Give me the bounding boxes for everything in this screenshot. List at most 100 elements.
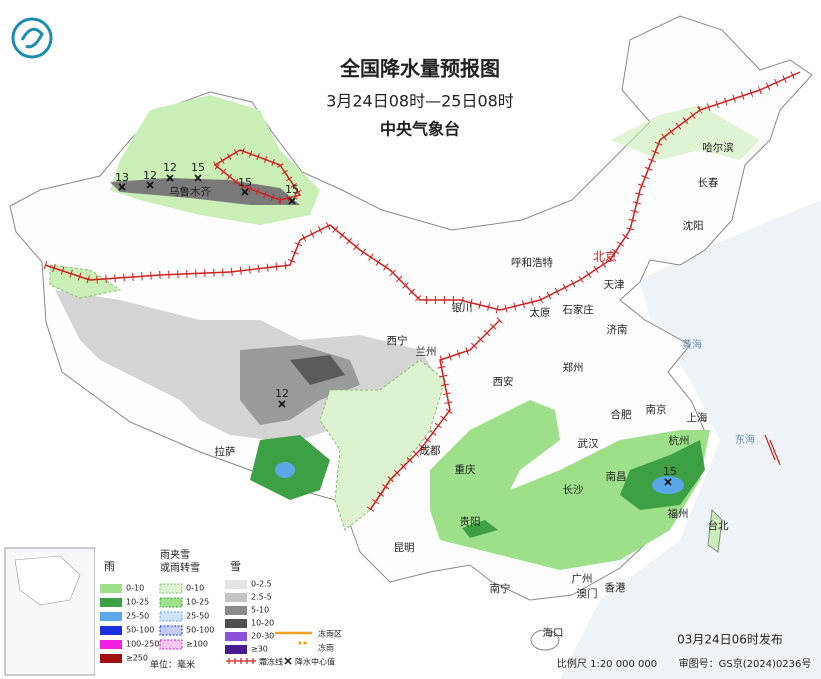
city: 重庆: [455, 463, 476, 476]
city: 福州: [668, 507, 689, 520]
city: 澳门: [577, 587, 598, 600]
legend-sleet: 0-10 10-25 25-50 50-100 ≥100: [159, 583, 214, 650]
city: 台北: [708, 519, 729, 532]
city: 兰州: [416, 345, 437, 358]
sea-label: 黄海: [682, 338, 702, 351]
city: 北京: [593, 250, 617, 264]
legend-label: 冻雨: [318, 643, 334, 653]
center-value: 12: [163, 161, 177, 174]
city: 南宁: [490, 582, 511, 595]
city: 上海: [687, 411, 708, 424]
snow-heavy: [290, 355, 345, 385]
approval-number: 审图号：GS京(2024)0236号: [679, 657, 812, 670]
legend-label: ≥100: [186, 640, 208, 649]
city: 济南: [607, 323, 628, 336]
legend-label: 100-250: [126, 640, 159, 649]
city: 沈阳: [683, 219, 704, 232]
center-value: 15: [191, 161, 205, 174]
city: 郑州: [563, 361, 584, 374]
legend-title: 雨: [104, 560, 115, 573]
legend-title: 或雨转雪: [160, 561, 200, 574]
city: 拉萨: [215, 445, 236, 458]
inset-land: [14, 555, 81, 606]
precip-centers: 13 12 12 15 15 15 12 15: [115, 161, 677, 486]
legend: [95, 548, 350, 675]
logo-mark: [20, 27, 44, 49]
city: 成都: [420, 445, 441, 457]
legend-label: 冻雨区: [318, 629, 342, 639]
legend-rain: 0-10 10-25 25-50 50-100 100-250 ≥250: [100, 584, 159, 663]
snow-xj: [110, 178, 300, 205]
legend-label: 2.5-5: [251, 593, 272, 602]
legend-label: 0-10: [186, 584, 204, 593]
city: 香港: [605, 582, 626, 594]
rain-heavy-jiangxi: [652, 476, 684, 494]
center-value: 12: [275, 387, 289, 400]
center-value: 12: [143, 169, 157, 182]
rain-light-ne: [610, 105, 760, 160]
center-value: 15: [238, 176, 252, 189]
rain-heavy-tibet: [275, 462, 295, 478]
city-labels: 哈尔滨 长春 沈阳 北京 天津 呼和浩特 石家庄 太原 济南 银川 西宁 兰州 …: [169, 141, 755, 639]
legend-label: 25-50: [126, 612, 149, 621]
city: 太原: [530, 306, 551, 319]
city: 昆明: [394, 542, 415, 554]
city: 合肥: [611, 408, 632, 421]
frost-lines: [43, 68, 802, 513]
center-value: 13: [115, 171, 129, 184]
city: 南昌: [606, 470, 627, 483]
legend-label: 50-100: [126, 626, 154, 635]
issuer: 中央气象台: [380, 120, 460, 139]
issued-time: 03月24日06时发布: [677, 632, 783, 647]
city: 杭州: [669, 434, 690, 447]
legend-label: 50-100: [186, 626, 214, 635]
center-value: 15: [663, 465, 677, 478]
legend-label: ≥30: [251, 645, 268, 654]
city: 广州: [572, 573, 593, 585]
city: 长沙: [563, 484, 584, 496]
city: 长春: [698, 177, 719, 189]
title: 全国降水量预报图: [339, 57, 500, 81]
legend-label: 10-20: [251, 619, 274, 628]
legend-unit: 单位：毫米: [150, 659, 195, 671]
legend-label: 降水中心值: [295, 657, 335, 667]
legend-label: 0-10: [126, 584, 144, 593]
city: 海口: [543, 626, 564, 639]
legend-title: 雨夹雪: [160, 548, 190, 561]
legend-label: 0-2.5: [251, 580, 272, 589]
city: 呼和浩特: [511, 257, 553, 269]
legend-label: 10-25: [186, 598, 209, 607]
center-crosses: [118, 174, 672, 486]
period: 3月24日08时—25日08时: [326, 92, 514, 111]
sleet-central: [319, 359, 446, 531]
city: 南京: [646, 403, 667, 416]
legend-symbols: 冻雨区 冻雨 霜冻线 降水中心值: [226, 629, 342, 667]
sea-label: 东海: [735, 433, 755, 446]
rain-light-south: [430, 400, 710, 570]
city: 乌鲁木齐: [169, 185, 211, 198]
city: 贵阳: [460, 515, 481, 528]
scale: 比例尺 1:20 000 000: [557, 657, 657, 670]
legend-label: ≥250: [126, 654, 148, 663]
legend-label: 霜冻线: [259, 657, 283, 667]
logo: [11, 17, 53, 59]
sea: [560, 200, 821, 679]
legend-label: 5-10: [251, 606, 269, 615]
legend-label: 20-30: [251, 632, 274, 641]
rain-moderate-south: [620, 440, 705, 510]
legend-label: 25-50: [186, 612, 209, 621]
center-value: 15: [285, 183, 299, 196]
city: 天津: [604, 279, 625, 291]
rain-moderate-guizhou: [462, 520, 498, 538]
legend-title: 雪: [230, 560, 241, 573]
city: 哈尔滨: [702, 141, 734, 154]
city: 西安: [493, 375, 514, 388]
legend-snow: 0-2.5 2.5-5 5-10 10-20 20-30 ≥30: [225, 580, 274, 654]
legend-label: 10-25: [126, 598, 149, 607]
city: 银川: [452, 301, 473, 314]
hainan: [530, 629, 560, 651]
city: 西宁: [387, 334, 408, 347]
city: 石家庄: [562, 303, 594, 316]
